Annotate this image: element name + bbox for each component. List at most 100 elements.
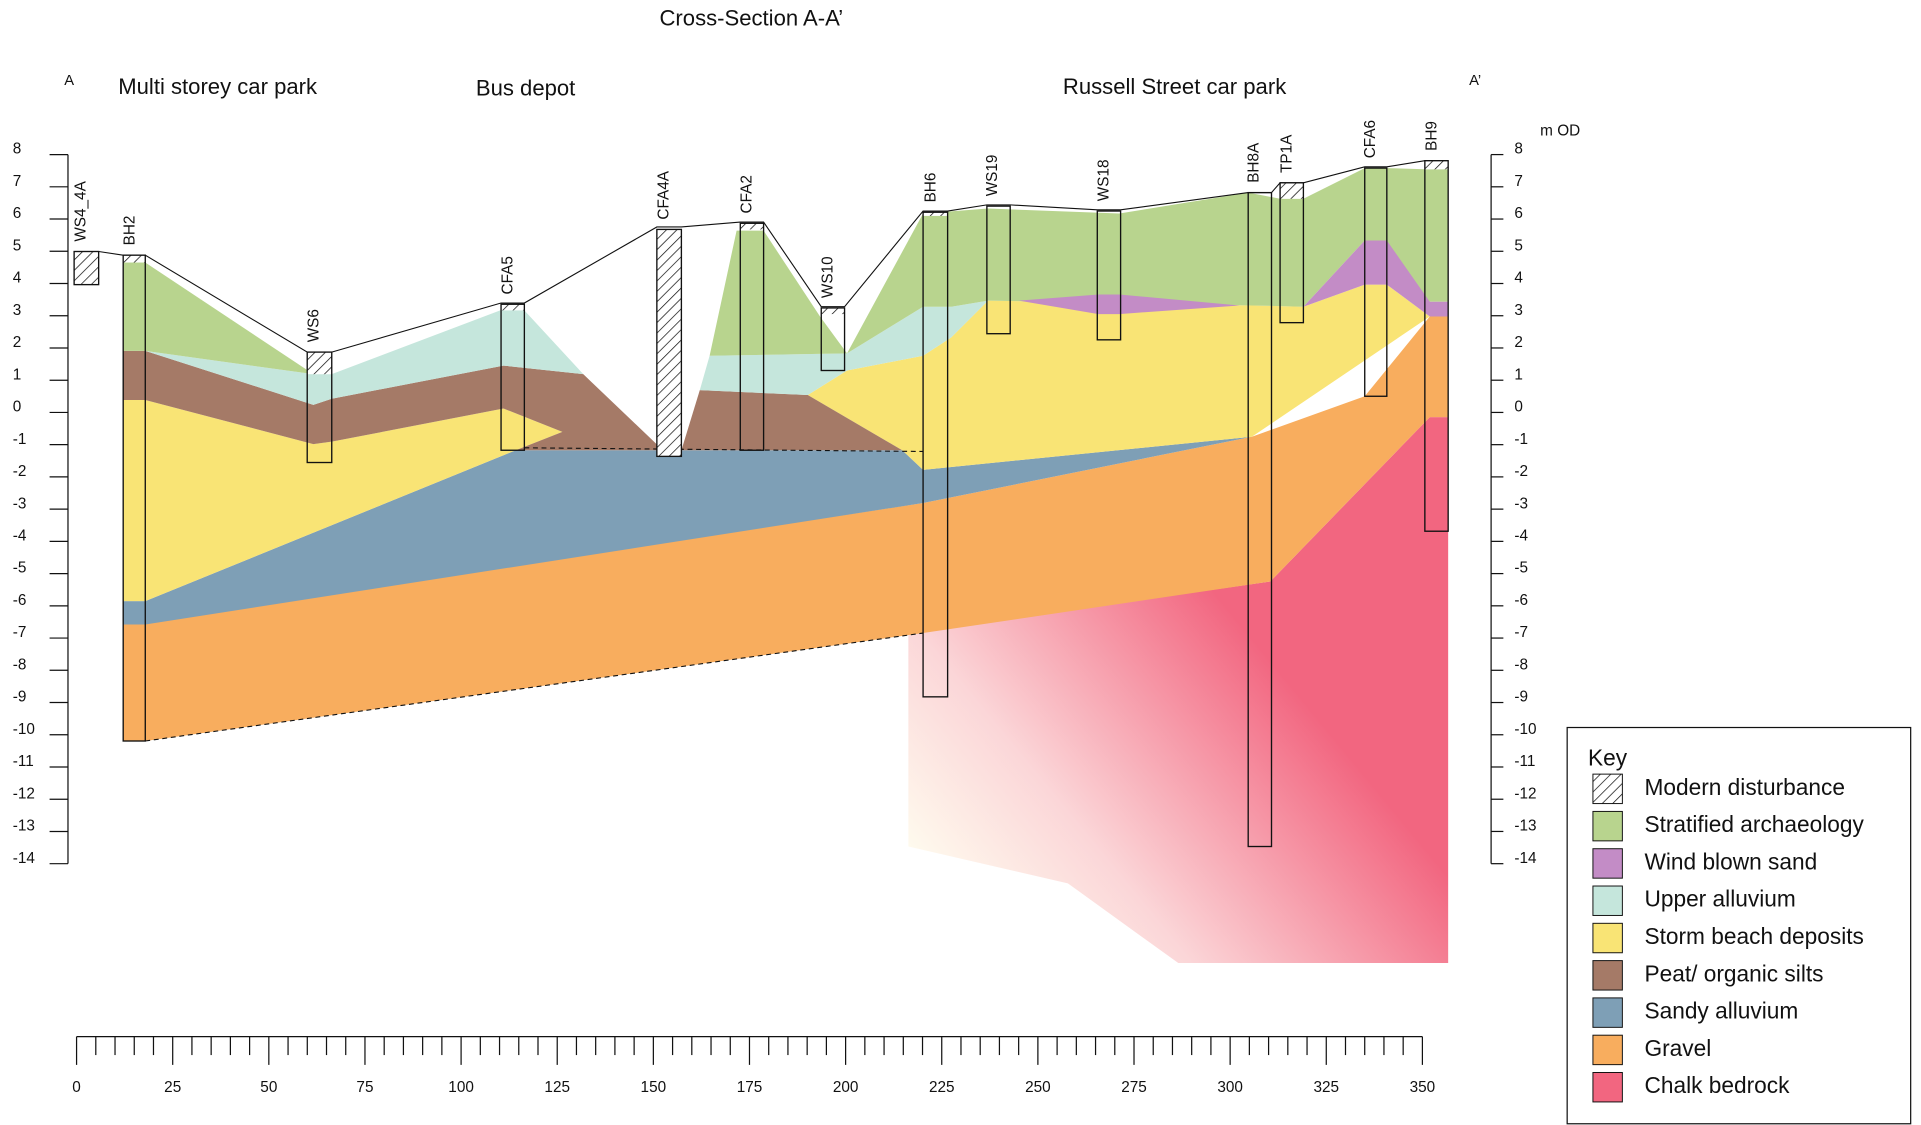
y-tick-label: -6 — [1514, 592, 1528, 609]
hatched-fill — [307, 352, 332, 375]
borehole — [656, 228, 683, 458]
x-tick-label: 0 — [72, 1079, 81, 1096]
archaeology-layer — [847, 168, 1449, 354]
y-tick-label: 2 — [13, 334, 22, 351]
y-tick-label: 6 — [1514, 205, 1523, 222]
key-label: Stratified archaeology — [1644, 811, 1864, 837]
y-tick-label: -12 — [1514, 785, 1536, 802]
x-tick-label: 225 — [929, 1079, 955, 1096]
x-tick-label: 275 — [1121, 1079, 1147, 1096]
archaeology-layer — [123, 262, 314, 375]
borehole-label: BH2 — [122, 216, 139, 246]
y-tick-label: -6 — [13, 592, 27, 609]
y-tick-label: 6 — [13, 205, 22, 222]
archaeology-layer — [709, 230, 848, 356]
x-tick-label: 200 — [833, 1079, 859, 1096]
key-label: Wind blown sand — [1644, 848, 1817, 874]
y-tick-label: -2 — [13, 463, 27, 480]
site-label: Bus depot — [476, 75, 575, 100]
y-tick-label: -7 — [1514, 624, 1528, 641]
y-tick-label: -5 — [1514, 560, 1528, 577]
end-label: A’ — [1469, 73, 1481, 89]
y-tick-label: -5 — [13, 560, 27, 577]
wind-sand-layer — [1018, 294, 1240, 315]
site-label: Russell Street car park — [1063, 74, 1287, 99]
hatched-fill — [74, 251, 99, 285]
y-tick-label: 8 — [13, 141, 22, 158]
y-tick-label: 0 — [1514, 399, 1523, 416]
hatched-fill — [501, 304, 525, 311]
y-tick-label: -7 — [13, 624, 27, 641]
borehole — [1279, 182, 1305, 324]
y-tick-label: -13 — [1514, 818, 1536, 835]
y-tick-label: 4 — [1514, 270, 1523, 287]
key-swatch — [1592, 885, 1623, 916]
hatched-fill — [740, 223, 764, 230]
x-tick-label: 125 — [544, 1079, 570, 1096]
y-tick-label: -11 — [1514, 753, 1535, 770]
y-tick-label: -3 — [1514, 495, 1528, 512]
borehole — [820, 307, 846, 372]
borehole — [986, 205, 1011, 335]
y-tick-label: 0 — [13, 399, 22, 416]
borehole-label: CFA4A — [655, 170, 672, 219]
key-swatch — [1592, 960, 1623, 991]
borehole — [1247, 191, 1273, 848]
peat-layer — [681, 390, 903, 451]
key-label: Storm beach deposits — [1644, 923, 1863, 949]
y-tick-label: -8 — [1514, 656, 1528, 673]
borehole-label: BH8A — [1245, 142, 1262, 183]
hatched-fill — [1424, 160, 1449, 170]
y-tick-label: 7 — [1514, 173, 1523, 190]
x-tick-label: 50 — [260, 1079, 277, 1096]
hatched-fill — [656, 229, 682, 457]
key-swatch — [1592, 997, 1623, 1028]
borehole — [1364, 167, 1388, 397]
y-tick-label: 1 — [1514, 366, 1523, 383]
key-swatch — [1592, 922, 1623, 954]
axis-unit: m OD — [1540, 122, 1580, 139]
y-tick-label: 2 — [1514, 334, 1523, 351]
y-tick-label: 1 — [13, 366, 22, 383]
y-tick-label: -10 — [1514, 721, 1536, 738]
key-swatch — [1592, 1034, 1623, 1066]
y-tick-label: 5 — [1514, 237, 1523, 254]
borehole-label: TP1A — [1278, 134, 1295, 173]
y-tick-label: -11 — [13, 753, 34, 770]
borehole — [922, 211, 949, 698]
borehole — [739, 222, 765, 451]
y-tick-label: -9 — [1514, 689, 1528, 706]
borehole-label: WS19 — [984, 155, 1001, 197]
y-tick-label: -4 — [13, 528, 27, 545]
key-box — [1566, 726, 1912, 1125]
end-label: A — [64, 73, 74, 89]
borehole-label: WS18 — [1096, 159, 1113, 201]
title: Cross-Section A-A’ — [660, 5, 844, 30]
upper-alluvium-layer — [699, 300, 989, 396]
y-tick-label: 8 — [1514, 141, 1523, 158]
y-tick-label: -3 — [13, 495, 27, 512]
y-tick-label: -13 — [13, 818, 35, 835]
key-label: Peat/ organic silts — [1644, 960, 1823, 986]
inferred-boundary — [145, 632, 924, 742]
y-tick-label: 5 — [13, 237, 22, 254]
x-tick-label: 150 — [641, 1079, 667, 1096]
key-label: Chalk bedrock — [1644, 1072, 1790, 1098]
y-tick-label: -10 — [13, 721, 35, 738]
borehole — [1096, 210, 1122, 341]
y-tick-label: -1 — [13, 431, 27, 448]
y-tick-label: 4 — [13, 270, 22, 287]
borehole-label: CFA5 — [499, 256, 516, 294]
sandy-alluvium-layer — [123, 436, 1252, 625]
borehole — [306, 351, 333, 464]
key-swatch — [1592, 848, 1623, 879]
y-tick-label: -4 — [1514, 528, 1528, 545]
x-tick-label: 350 — [1410, 1079, 1436, 1096]
borehole-label: CFA6 — [1362, 120, 1379, 158]
y-tick-label: -1 — [1514, 431, 1528, 448]
key-label: Sandy alluvium — [1644, 998, 1798, 1024]
peat-layer — [123, 350, 663, 451]
y-tick-label: -2 — [1514, 463, 1528, 480]
wind-sand-layer — [1303, 240, 1449, 317]
hatched-fill — [1280, 182, 1304, 199]
